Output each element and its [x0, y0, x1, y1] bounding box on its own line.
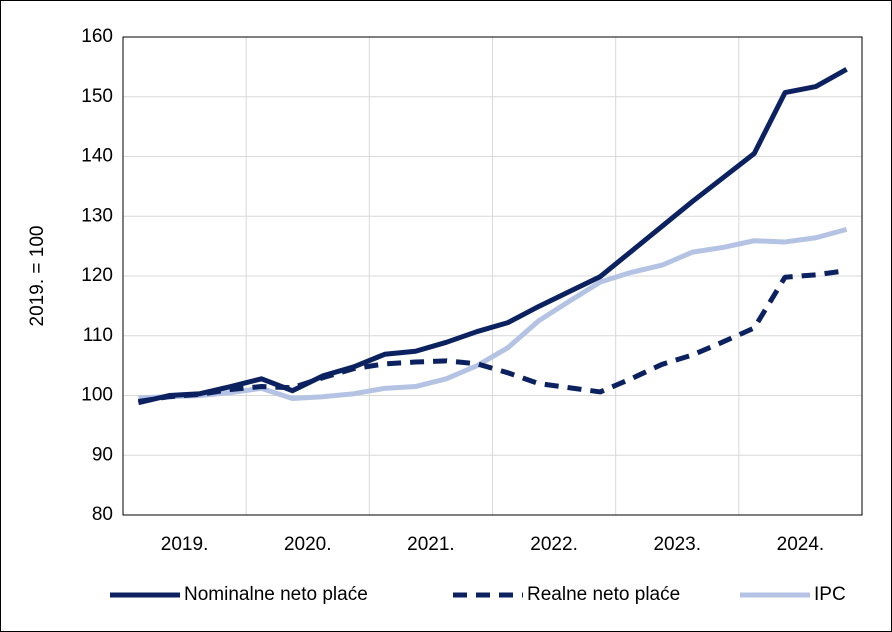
series-line: [137, 67, 848, 406]
x-tick-label: 2024.: [777, 534, 825, 555]
y-tick-label: 160: [81, 26, 113, 47]
plot-frame: [122, 36, 863, 516]
y-tick-label: 120: [81, 265, 113, 286]
y-tick-label: 150: [81, 86, 113, 107]
y-tick-label: 90: [92, 444, 113, 465]
legend-label: Nominalne neto plaće: [184, 584, 368, 605]
x-tick-label: 2021.: [407, 534, 455, 555]
legend-label: IPC: [814, 584, 846, 605]
x-tick-label: 2022.: [530, 534, 578, 555]
y-tick-label: 80: [92, 504, 113, 525]
y-axis-label: 2019. = 100: [27, 226, 48, 327]
y-tick-label: 140: [81, 146, 113, 167]
legend-label: Realne neto plaće: [527, 584, 680, 605]
x-tick-label: 2019.: [161, 534, 209, 555]
y-tick-label: 100: [81, 385, 113, 406]
series-line: [138, 268, 847, 404]
x-tick-label: 2023.: [653, 534, 701, 555]
y-tick-label: 110: [83, 325, 113, 346]
x-tick-label: 2020.: [284, 534, 332, 555]
y-tick-label: 130: [81, 205, 113, 226]
